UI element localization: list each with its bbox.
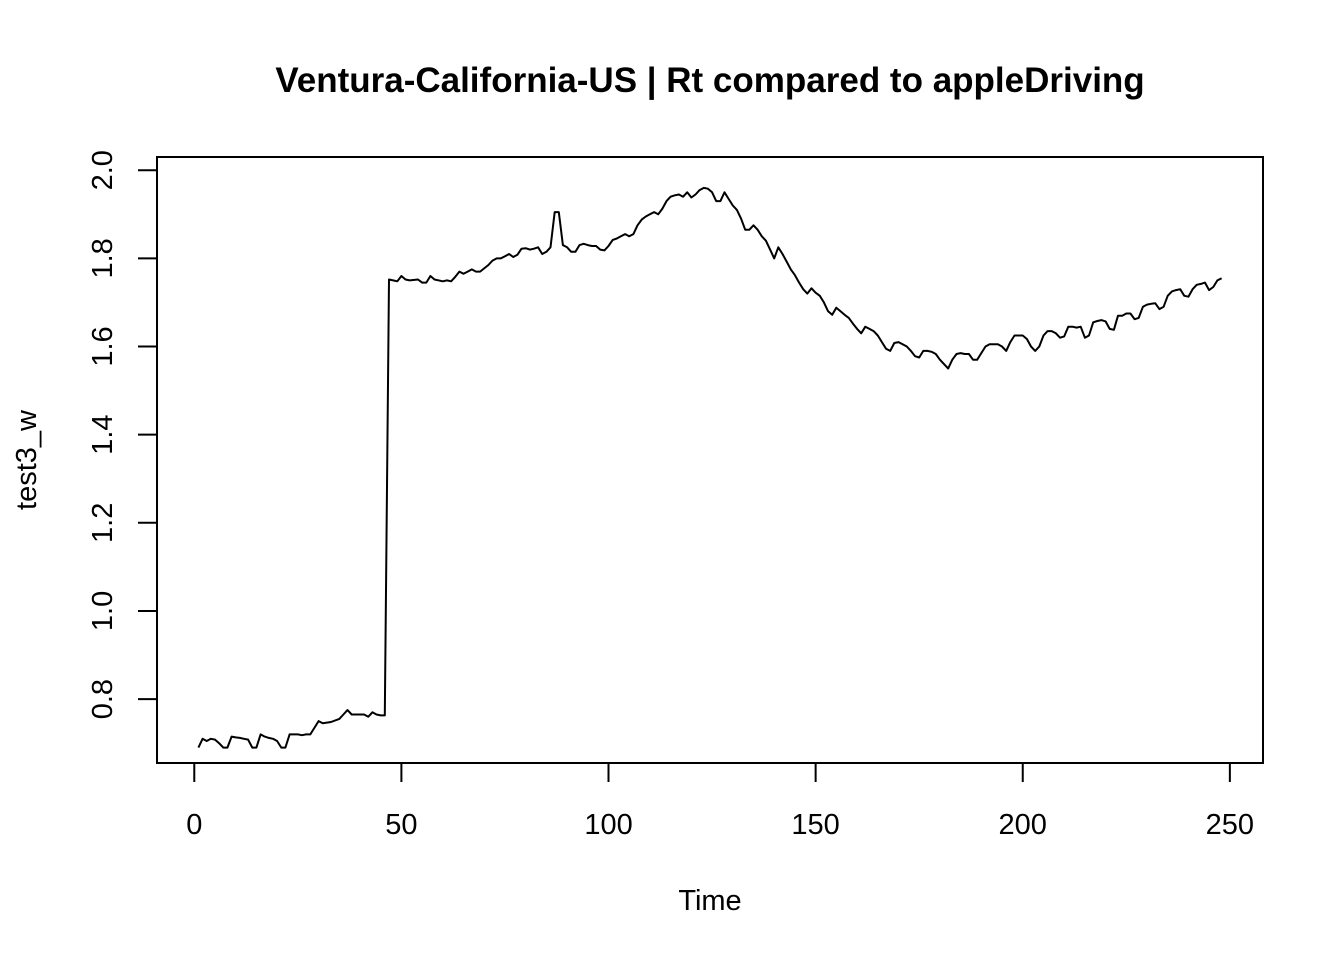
y-tick-label: 0.8 <box>87 679 119 719</box>
y-tick-label: 1.8 <box>87 238 119 278</box>
series-layer <box>197 186 1223 749</box>
x-tick-label: 0 <box>186 809 202 841</box>
y-tick-label: 1.0 <box>87 591 119 631</box>
y-tick-label: 1.6 <box>87 326 119 366</box>
y-axis: 0.8 1.0 1.2 1.4 1.6 1.8 2.0 <box>87 150 158 719</box>
x-tick-label: 50 <box>385 809 417 841</box>
y-tick-label: 1.2 <box>87 503 119 543</box>
x-tick-label: 150 <box>791 809 839 841</box>
x-tick-label: 250 <box>1206 809 1254 841</box>
series-line <box>197 186 1223 749</box>
x-axis-label: Time <box>678 885 741 917</box>
x-tick-label: 100 <box>584 809 632 841</box>
x-tick-label: 200 <box>999 809 1047 841</box>
plot-frame <box>156 156 1264 764</box>
x-axis: 0 50 100 150 200 250 <box>186 762 1254 841</box>
y-axis-label: test3_w <box>11 409 43 510</box>
y-tick-label: 2.0 <box>87 150 119 190</box>
y-tick-label: 1.4 <box>87 414 119 454</box>
chart-title: Ventura-California-US | Rt compared to a… <box>275 61 1144 100</box>
